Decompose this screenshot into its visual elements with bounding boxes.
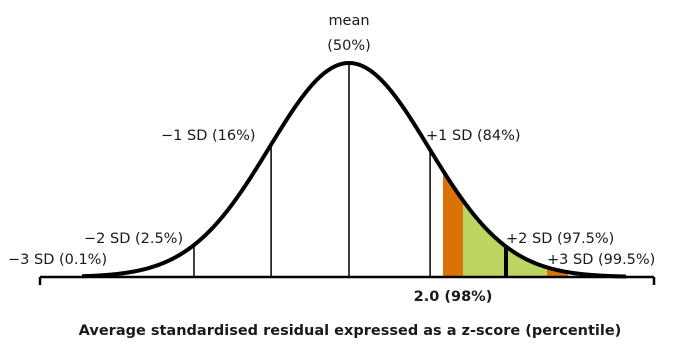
- plus-1-sd-label: +1 SD (84%): [426, 128, 521, 144]
- plus-2-sd-label: +2 SD (97.5%): [506, 231, 614, 247]
- minus-2-sd-label: −2 SD (2.5%): [84, 231, 183, 247]
- z-score-marker-label: 2.0 (98%): [414, 289, 493, 305]
- orange-band-left: [443, 170, 463, 277]
- plus-3-sd-label: +3 SD (99.5%): [547, 252, 655, 268]
- figure-caption: Average standardised residual expressed …: [79, 323, 622, 339]
- minus-1-sd-label: −1 SD (16%): [161, 128, 256, 144]
- bell-curve: [81, 60, 627, 279]
- mean-percent-label: (50%): [327, 38, 371, 54]
- mean-label: mean: [328, 13, 369, 29]
- minus-3-sd-label: −3 SD (0.1%): [8, 252, 107, 268]
- green-band: [463, 200, 547, 277]
